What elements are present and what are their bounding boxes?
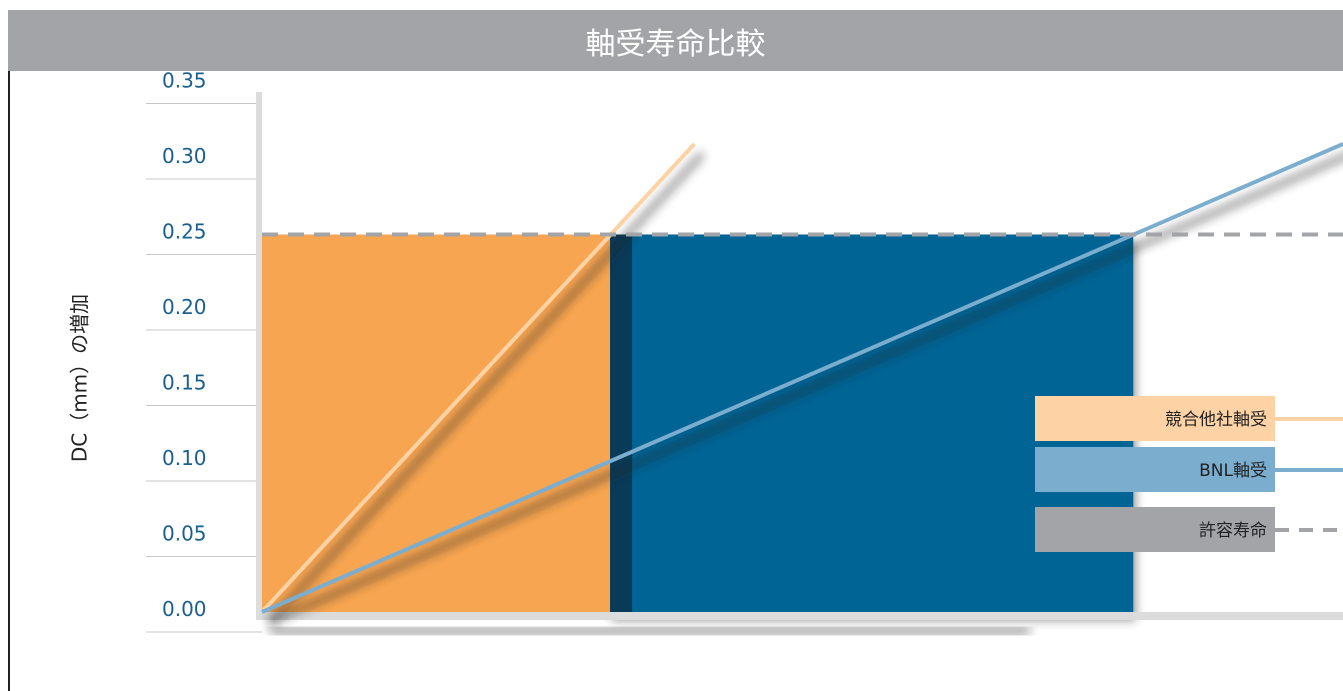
- y-tick-labels: 0.35 0.30 0.25 0.20 0.15 0.10 0.05 0.00: [162, 69, 207, 622]
- y-tick-label: 0.35: [162, 69, 207, 93]
- legend-competitor-swatch: [1035, 396, 1275, 441]
- legend-allowable-label: 許容寿命: [1199, 521, 1267, 541]
- legend-allowable-swatch: [1035, 507, 1275, 552]
- y-tick-label: 0.05: [162, 522, 207, 546]
- series-line-competitor: [260, 142, 696, 614]
- grid-layer: [146, 103, 262, 633]
- y-tick-label: 0.15: [162, 371, 207, 395]
- bnl-block-edge-shade: [610, 234, 633, 612]
- y-tick-label: 0.20: [162, 295, 207, 319]
- left-border: [8, 71, 10, 691]
- y-tick-label: 0.30: [162, 144, 207, 168]
- y-tick-label: 0.00: [162, 597, 207, 621]
- series-line-shadow: [268, 154, 1343, 625]
- legend-competitor-label: 競合他社軸受: [1165, 410, 1267, 430]
- x-axis-shadow: [270, 628, 1030, 634]
- y-tick-label: 0.25: [162, 220, 207, 244]
- legend-bnl-label: BNL軸受: [1199, 461, 1267, 481]
- x-axis: [256, 612, 1343, 620]
- axes: [256, 92, 1343, 634]
- legend-bnl-swatch: [1035, 447, 1275, 492]
- y-axis: [256, 92, 262, 620]
- series-lines: [260, 142, 1343, 625]
- chart-title: 軸受寿命比較: [8, 10, 1343, 71]
- y-tick-label: 0.10: [162, 446, 207, 470]
- series-line-shadow: [267, 151, 705, 625]
- series-line-bnl: [261, 142, 1343, 614]
